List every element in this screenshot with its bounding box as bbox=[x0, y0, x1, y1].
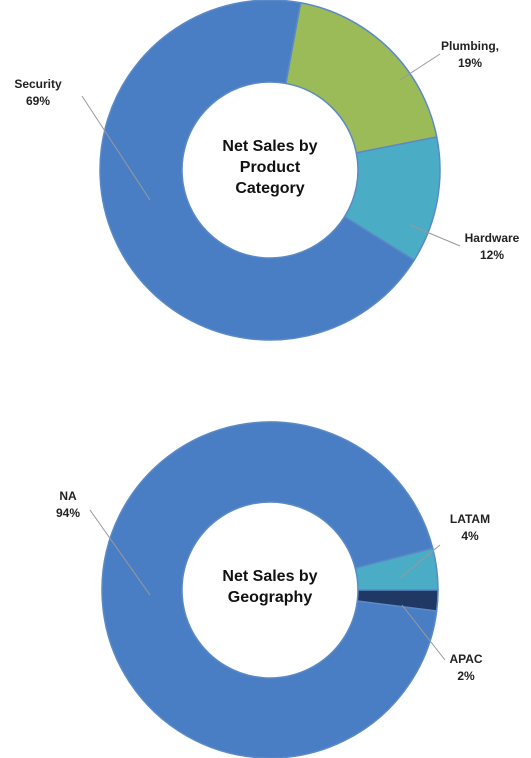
donut-slice bbox=[101, 421, 438, 758]
data-label-value: 4% bbox=[461, 529, 479, 543]
donut-slice bbox=[99, 0, 416, 341]
leader-line bbox=[399, 544, 441, 579]
leader-line bbox=[409, 224, 461, 247]
leader-line bbox=[81, 95, 151, 201]
data-label-category: Plumbing, bbox=[441, 39, 499, 53]
data-label-value: 69% bbox=[26, 94, 50, 108]
data-label-category: NA bbox=[59, 489, 77, 503]
chart-title: Net Sales by Geography bbox=[222, 568, 318, 606]
data-label-category: Hardware bbox=[465, 231, 520, 245]
data-label-value: 2% bbox=[457, 669, 475, 683]
chart-title: Net Sales by Product Category bbox=[222, 138, 318, 197]
donut-slice bbox=[356, 589, 439, 612]
leader-line bbox=[399, 53, 441, 81]
leader-line bbox=[89, 509, 151, 596]
data-label-category: Security bbox=[14, 77, 62, 91]
leader-line bbox=[401, 604, 446, 661]
data-label-category: APAC bbox=[449, 652, 482, 666]
donut-slice bbox=[285, 1, 438, 154]
data-label-value: 12% bbox=[480, 248, 504, 262]
donut-slice bbox=[343, 136, 441, 262]
data-label-value: 19% bbox=[458, 56, 482, 70]
data-label-value: 94% bbox=[56, 506, 80, 520]
data-label-category: LATAM bbox=[450, 512, 490, 526]
